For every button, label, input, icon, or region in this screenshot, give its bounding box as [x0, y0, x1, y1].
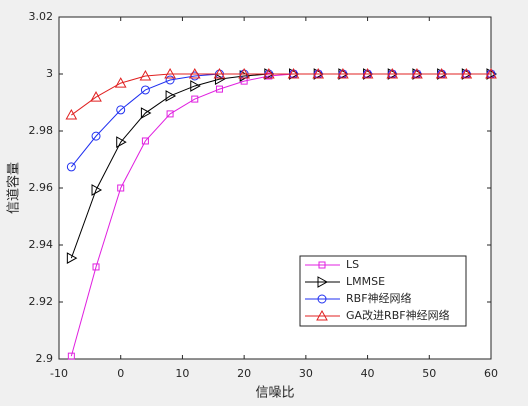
marker	[287, 67, 300, 79]
x-tick-label: -10	[50, 367, 68, 380]
marker	[91, 184, 103, 196]
x-tick-label: 20	[237, 367, 251, 380]
legend-label: RBF神经网络	[346, 291, 412, 305]
x-tick-label: 50	[422, 367, 436, 380]
y-tick-label: 3	[46, 67, 53, 80]
marker	[191, 95, 199, 103]
marker	[165, 90, 177, 102]
legend-marker	[317, 294, 327, 304]
marker	[116, 136, 127, 148]
legend-box	[299, 255, 467, 327]
x-tick-label: 60	[484, 367, 498, 380]
marker	[265, 72, 273, 80]
y-tick-label: 2.94	[29, 238, 54, 251]
marker	[139, 69, 152, 81]
axes-box	[58, 16, 492, 360]
x-tick-label: 10	[175, 367, 189, 380]
marker	[190, 80, 201, 92]
marker	[66, 162, 76, 172]
marker	[166, 110, 174, 118]
y-tick-label: 2.98	[29, 124, 54, 137]
marker	[164, 67, 176, 79]
y-axis-label: 信道容量	[6, 162, 22, 214]
marker	[485, 67, 497, 79]
marker	[214, 73, 226, 85]
marker	[66, 252, 78, 264]
x-tick-label: 40	[361, 367, 375, 380]
marker	[386, 67, 399, 79]
marker	[312, 67, 325, 79]
marker	[262, 67, 275, 79]
marker	[92, 263, 100, 271]
marker	[411, 67, 423, 79]
y-tick-label: 2.92	[29, 295, 54, 308]
marker	[140, 85, 150, 95]
marker	[165, 75, 175, 85]
legend-marker	[317, 276, 329, 288]
marker	[116, 105, 126, 115]
marker	[337, 67, 349, 79]
legend-label: GA改进RBF神经网络	[346, 308, 450, 322]
marker	[65, 109, 78, 120]
marker	[90, 91, 102, 102]
x-axis-label: 信噪比	[255, 386, 294, 401]
marker	[67, 352, 75, 360]
y-tick-label: 2.9	[36, 352, 54, 365]
legend-label: LS	[346, 258, 359, 271]
marker	[213, 67, 226, 79]
y-tick-label: 2.96	[29, 181, 54, 194]
legend-marker	[316, 309, 328, 321]
marker	[114, 77, 127, 88]
series	[65, 67, 497, 120]
x-tick-label: 30	[299, 367, 313, 380]
marker	[117, 184, 125, 192]
marker	[141, 137, 149, 145]
legend-label: LMMSE	[346, 275, 385, 288]
marker	[361, 67, 374, 79]
legend: LS LMMSE RBF神经网络 GA改进RBF神经网络	[299, 255, 467, 327]
marker	[215, 85, 223, 93]
marker	[460, 67, 473, 79]
marker	[91, 131, 101, 141]
x-tick-label: 0	[117, 367, 124, 380]
marker	[140, 107, 152, 119]
marker	[238, 67, 250, 79]
marker	[435, 67, 448, 79]
marker	[188, 67, 201, 79]
y-tick-label: 3.02	[29, 10, 54, 23]
line	[71, 73, 491, 116]
legend-marker	[318, 261, 326, 269]
